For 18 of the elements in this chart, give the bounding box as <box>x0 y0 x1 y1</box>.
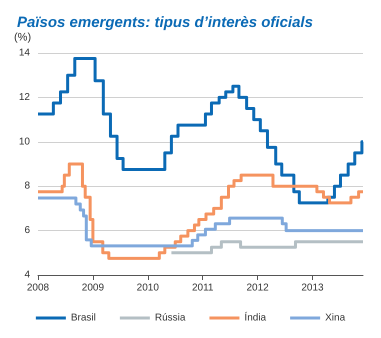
legend-label: Xina <box>325 312 346 324</box>
y-tick-label: 4 <box>24 270 30 280</box>
y-tick-label: 8 <box>24 180 30 192</box>
x-tick-label: 2010 <box>136 282 160 294</box>
legend-label: Brasil <box>70 312 96 324</box>
x-tick-label: 2009 <box>82 282 104 294</box>
y-tick-label: 12 <box>18 92 30 103</box>
y-axis-title: (%) <box>14 32 32 44</box>
y-tick-label: 14 <box>18 48 30 58</box>
x-tick-label: 2013 <box>301 282 324 294</box>
legend-label: Rússia <box>154 312 186 324</box>
x-tick-label: 2008 <box>26 282 50 294</box>
x-tick-label: 2012 <box>246 282 270 294</box>
y-tick-label: 6 <box>24 225 30 236</box>
x-tick-label: 2011 <box>192 282 214 294</box>
chart-title: Països emergents: tipus d’interès oficials <box>17 14 313 31</box>
legend-label: Índia <box>244 312 267 324</box>
y-tick-label: 10 <box>18 136 30 148</box>
